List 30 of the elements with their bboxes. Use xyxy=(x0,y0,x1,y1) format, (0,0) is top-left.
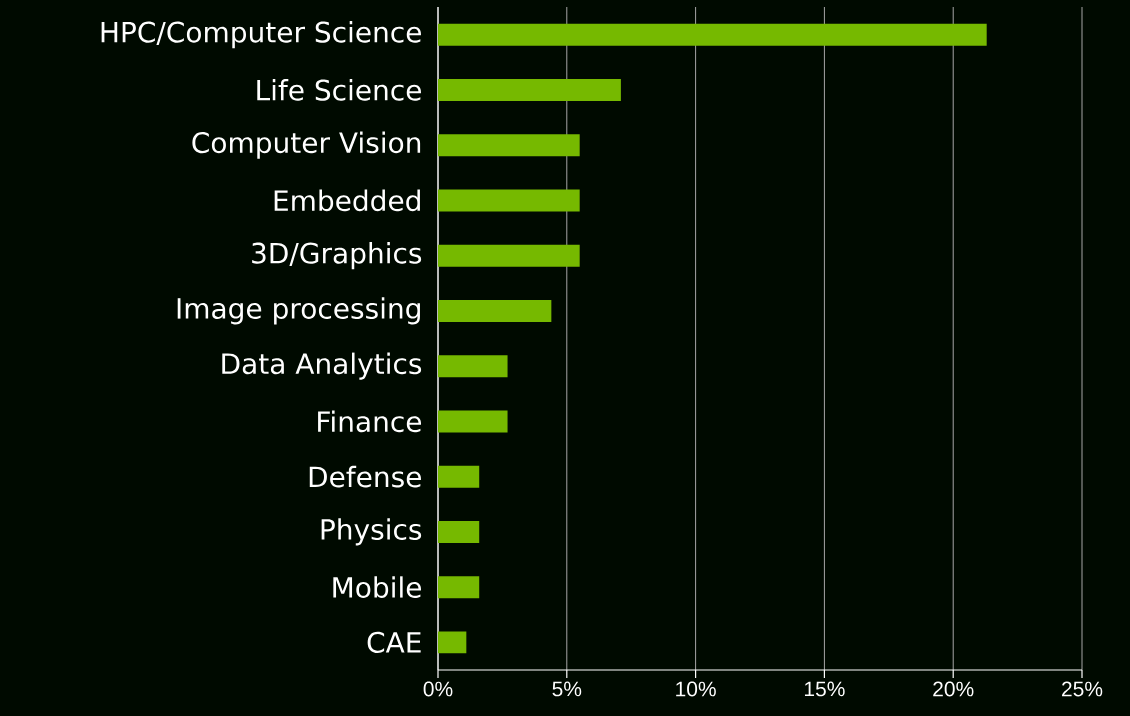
y-tick-label: CAE xyxy=(367,631,421,653)
bar xyxy=(438,78,621,101)
x-tick-label: 25% xyxy=(1062,681,1103,697)
bar xyxy=(438,355,508,378)
y-tick-label: Image processing xyxy=(177,297,420,325)
x-tick-label: 5% xyxy=(552,681,582,697)
y-tick-label: Mobile xyxy=(333,576,421,598)
bar xyxy=(438,410,508,433)
x-tick-label: 10% xyxy=(676,681,716,697)
bar xyxy=(438,23,987,46)
x-tick-label: 15% xyxy=(804,681,845,697)
y-tick-label: Physics xyxy=(321,518,422,546)
y-tick-label: HPC/Computer Science xyxy=(101,21,421,49)
bar xyxy=(438,520,480,543)
bar xyxy=(438,299,552,322)
y-tick-label: Defense xyxy=(309,465,421,488)
y-tick-label: Embedded xyxy=(274,189,420,212)
bar xyxy=(438,576,480,599)
y-tick-label: Data Analytics xyxy=(222,352,422,380)
bar xyxy=(438,631,467,654)
x-tick-label: 20% xyxy=(933,681,974,697)
bar xyxy=(438,189,580,212)
bar xyxy=(438,134,580,157)
x-tick-label: 0% xyxy=(423,681,453,697)
y-tick-label: Finance xyxy=(318,410,422,433)
y-tick-label: Life Science xyxy=(257,79,421,101)
bar xyxy=(438,244,580,267)
bar xyxy=(438,465,480,488)
y-tick-label: 3D/Graphics xyxy=(252,242,422,270)
y-tick-label: Computer Vision xyxy=(192,131,421,159)
